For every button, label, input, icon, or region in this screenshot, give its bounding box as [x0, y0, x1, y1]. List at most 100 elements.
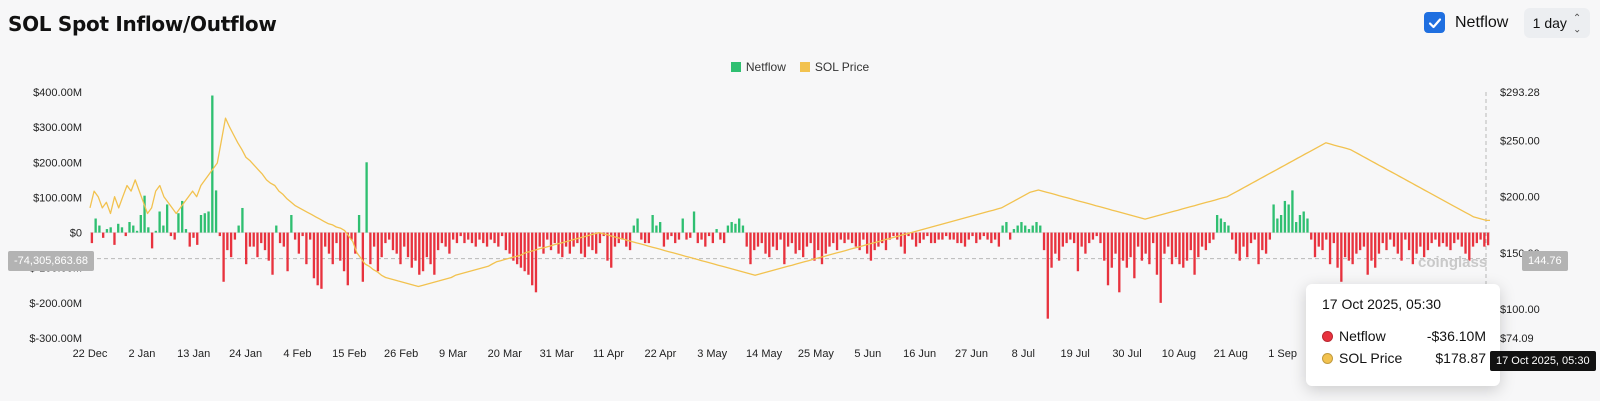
netflow-bar [275, 225, 278, 233]
y-tick-label: $200.00M [33, 157, 82, 169]
netflow-bar [1272, 204, 1275, 233]
netflow-bar [1178, 232, 1181, 265]
netflow-bar [271, 232, 274, 275]
netflow-bar [143, 195, 146, 233]
netflow-bar [1193, 232, 1196, 275]
netflow-bar [1039, 225, 1042, 233]
legend-swatch-netflow [730, 62, 741, 72]
netflow-bar [1084, 232, 1087, 254]
netflow-bar [1453, 232, 1456, 244]
y-tick-label: $-300.00M [29, 333, 82, 345]
netflow-bar [237, 225, 240, 233]
netflow-bar [903, 232, 906, 254]
netflow-bar [1340, 232, 1343, 282]
netflow-bar [135, 230, 139, 233]
crosshair-y-value: -74,305,863.68 [8, 251, 95, 271]
netflow-bar [884, 232, 888, 251]
netflow-bar [1095, 232, 1098, 237]
netflow-bar [820, 232, 824, 265]
netflow-bar [730, 222, 733, 233]
netflow-bar [1129, 232, 1132, 258]
netflow-bar [1486, 232, 1490, 246]
netflow-bar [98, 225, 101, 233]
netflow-bar [564, 232, 568, 247]
netflow-bar [632, 225, 635, 233]
netflow-bar [749, 232, 752, 265]
netflow-bar [711, 232, 715, 244]
tooltip-label-netflow: Netflow [1339, 328, 1386, 344]
tooltip-value-netflow: -$36.10M [1426, 328, 1486, 344]
netflow-bar [937, 232, 940, 240]
netflow-bar [1069, 232, 1072, 240]
legend-item-netflow[interactable]: Netflow [730, 60, 786, 74]
netflow-bar [1118, 232, 1121, 293]
netflow-bar [301, 232, 304, 237]
netflow-bar [587, 232, 590, 247]
y-tick-label: $-200.00M [29, 298, 82, 310]
netflow-bar [753, 232, 756, 251]
netflow-bar [1422, 232, 1426, 258]
netflow-bar [199, 215, 203, 233]
chart-tooltip: 17 Oct 2025, 05:30 Netflow -$36.10M SOL … [1306, 284, 1500, 386]
chevron-updown-icon: ⌃ ⌃ [1572, 13, 1582, 34]
netflow-bar [252, 232, 255, 247]
netflow-bar [1370, 232, 1373, 261]
netflow-bar [1042, 232, 1046, 251]
x-tick-label: 30 Jul [1112, 348, 1141, 360]
netflow-bar [297, 232, 301, 254]
netflow-bar [482, 232, 485, 244]
netflow-bar [1140, 232, 1144, 261]
netflow-bar [282, 232, 285, 247]
netflow-bar [1317, 232, 1320, 247]
netflow-bar [508, 232, 511, 254]
interval-select[interactable]: 1 day ⌃ ⌃ [1524, 8, 1590, 38]
netflow-bar [911, 232, 914, 240]
netflow-bar [305, 232, 308, 265]
netflow-bar [914, 232, 918, 247]
netflow-bar [738, 218, 741, 233]
netflow-bar [1276, 218, 1279, 233]
netflow-checkbox[interactable] [1424, 12, 1445, 33]
x-tick-label: 25 May [798, 348, 835, 360]
netflow-bar [933, 232, 937, 244]
netflow-checkbox-label[interactable]: Netflow [1455, 14, 1509, 31]
netflow-bar [835, 232, 839, 251]
netflow-bar [90, 232, 94, 244]
netflow-bar [132, 225, 135, 233]
netflow-bar [459, 232, 462, 237]
x-tick-label: 15 Feb [332, 348, 366, 360]
netflow-bar [1204, 232, 1208, 251]
netflow-bar [1110, 232, 1113, 268]
netflow-bar [997, 232, 1001, 247]
netflow-bar [948, 232, 952, 240]
x-tick-label: 24 Jan [229, 348, 262, 360]
netflow-bar [1076, 232, 1080, 272]
netflow-bar [162, 225, 165, 233]
netflow-bar [531, 232, 534, 286]
netflow-bar [1136, 232, 1140, 247]
netflow-bar [613, 232, 617, 247]
netflow-bar [113, 232, 116, 245]
netflow-bar [102, 232, 105, 238]
netflow-bar [120, 227, 124, 233]
netflow-bar [1155, 232, 1159, 275]
netflow-bar [850, 232, 854, 244]
netflow-bar [1242, 232, 1245, 247]
legend-item-price[interactable]: SOL Price [799, 60, 869, 74]
y-tick-label: $0 [70, 228, 82, 240]
netflow-bar [229, 232, 233, 258]
netflow-bar [1125, 232, 1128, 268]
netflow-bar [1005, 222, 1008, 233]
netflow-bar [1035, 222, 1038, 233]
netflow-bar [440, 232, 444, 244]
x-tick-label: 19 Jul [1061, 348, 1090, 360]
netflow-bar [595, 232, 598, 254]
netflow-bar [854, 232, 858, 247]
netflow-bar [327, 232, 331, 254]
netflow-bar [881, 232, 884, 244]
netflow-bar [839, 232, 842, 240]
netflow-bar [790, 232, 794, 244]
x-tick-label: 9 Mar [439, 348, 467, 360]
netflow-bar [474, 232, 477, 247]
